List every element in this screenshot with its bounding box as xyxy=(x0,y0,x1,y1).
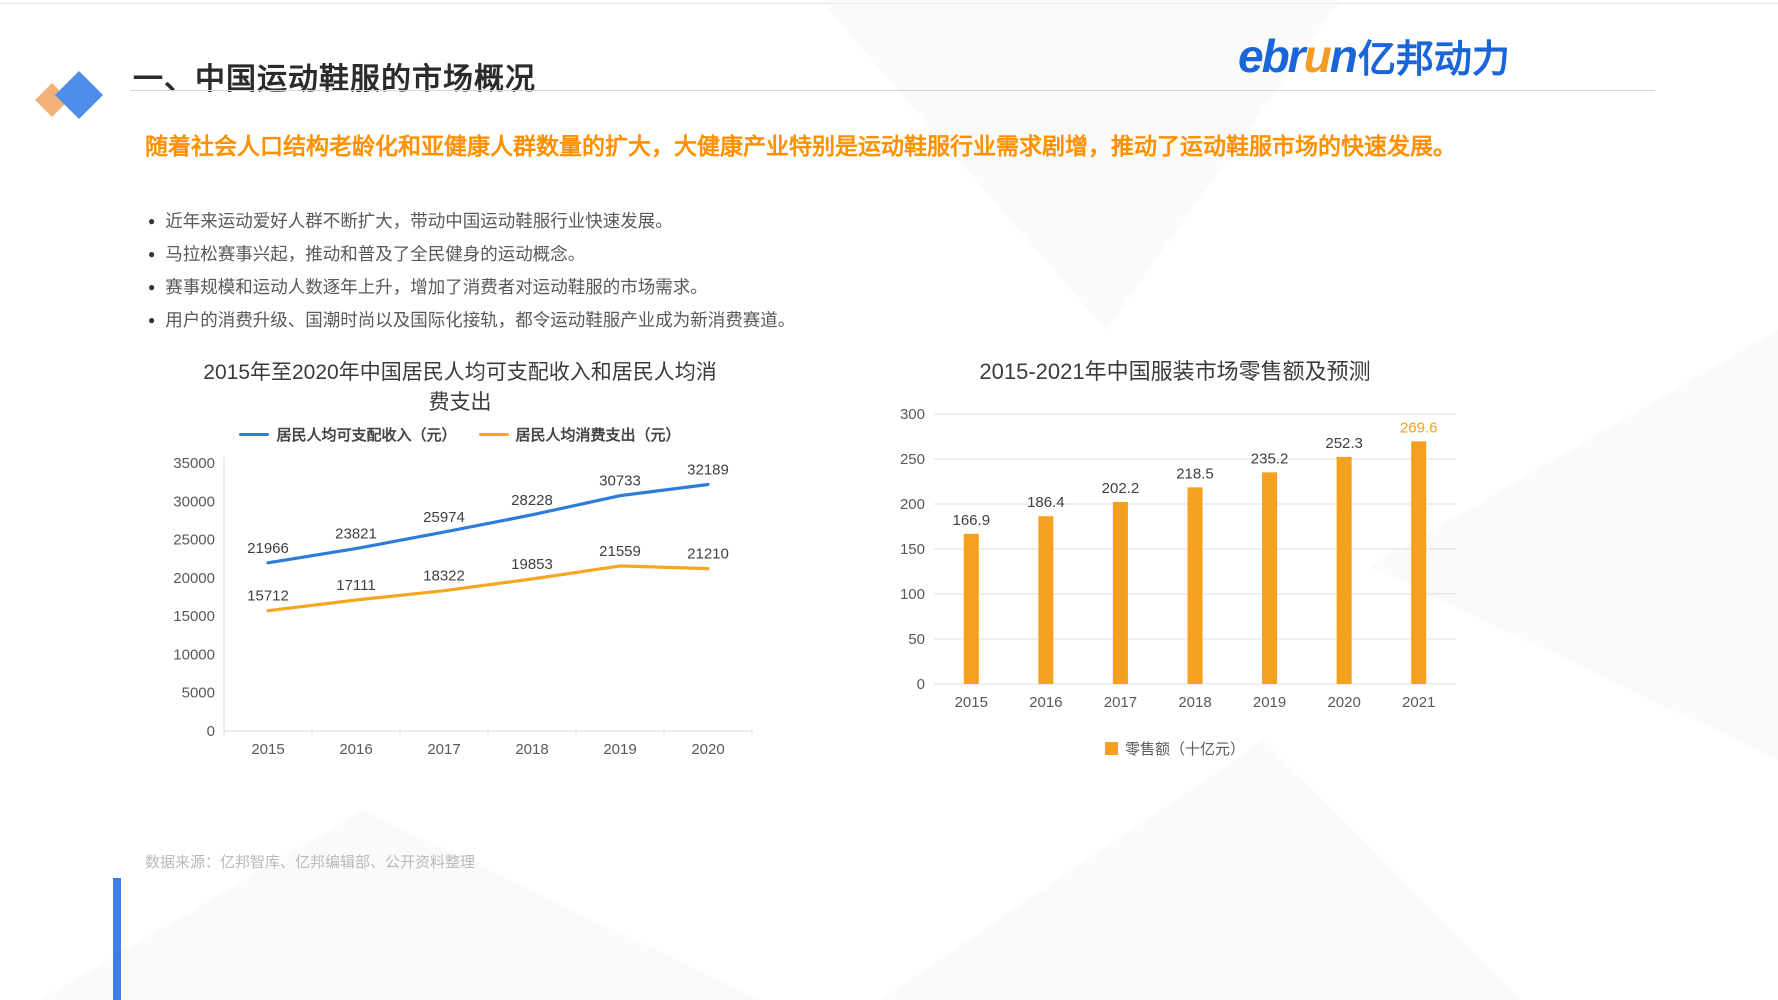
bar-chart-plot: 0 50 100 150 200 250 300 166.9 2015 186.4 2016 202.… xyxy=(900,406,1456,711)
svg-text:186.4: 186.4 xyxy=(1027,494,1065,511)
bullet-list: 近年来运动爱好人群不断扩大，带动中国运动鞋服行业快速发展。 马拉松赛事兴起，推动… xyxy=(148,206,795,338)
svg-text:50: 50 xyxy=(908,631,925,648)
logo-segment: ebr xyxy=(1238,30,1306,82)
svg-text:2016: 2016 xyxy=(1029,694,1062,711)
legend-item: 零售额（十亿元） xyxy=(1104,738,1245,759)
svg-text:269.6: 269.6 xyxy=(1400,419,1438,436)
svg-text:2020: 2020 xyxy=(691,741,724,758)
svg-text:2015: 2015 xyxy=(251,741,284,758)
legend-item: 居民人均消费支出（元） xyxy=(478,424,681,445)
svg-text:2017: 2017 xyxy=(1104,694,1137,711)
svg-text:250: 250 xyxy=(900,451,925,468)
data-source-note: 数据来源：亿邦智库、亿邦编辑部、公开资料整理 xyxy=(145,854,476,871)
background-shape xyxy=(880,740,1520,1000)
svg-text:300: 300 xyxy=(900,406,925,423)
svg-text:32189: 32189 xyxy=(687,462,729,479)
svg-text:20000: 20000 xyxy=(173,570,215,587)
line-chart-title: 2015年至2020年中国居民人均可支配收入和居民人均消费支出 xyxy=(203,361,717,414)
svg-text:252.3: 252.3 xyxy=(1325,435,1363,452)
background-shape xyxy=(40,810,760,1000)
title-divider xyxy=(130,90,1655,91)
logo-segment-accent: u xyxy=(1303,30,1332,82)
svg-text:25974: 25974 xyxy=(423,509,465,526)
svg-text:5000: 5000 xyxy=(182,685,215,702)
bullet-item: 近年来运动爱好人群不断扩大，带动中国运动鞋服行业快速发展。 xyxy=(148,206,795,239)
svg-text:18322: 18322 xyxy=(423,568,465,585)
svg-text:15712: 15712 xyxy=(247,588,289,605)
svg-text:28228: 28228 xyxy=(511,492,553,509)
svg-text:10000: 10000 xyxy=(173,646,215,663)
legend-label: 居民人均可支配收入（元） xyxy=(276,427,457,444)
bar-chart-legend: 零售额（十亿元） xyxy=(880,738,1470,759)
svg-text:30733: 30733 xyxy=(599,473,641,490)
svg-text:0: 0 xyxy=(207,723,215,740)
svg-text:15000: 15000 xyxy=(173,608,215,625)
highlight-statement: 随着社会人口结构老龄化和亚健康人群数量的扩大，大健康产业特别是运动鞋服行业需求剧… xyxy=(145,133,1456,159)
svg-text:200: 200 xyxy=(900,496,925,513)
logo-segment: n xyxy=(1329,30,1358,82)
blue-diamond-icon xyxy=(54,70,104,120)
svg-text:0: 0 xyxy=(917,676,925,693)
page-title: 一、中国运动鞋服的市场概况 xyxy=(133,63,536,97)
svg-text:218.5: 218.5 xyxy=(1176,465,1214,482)
svg-text:21559: 21559 xyxy=(599,543,641,560)
svg-text:100: 100 xyxy=(900,586,925,603)
svg-text:21966: 21966 xyxy=(247,540,289,557)
svg-text:2018: 2018 xyxy=(515,741,548,758)
line-chart-plot: 0 5000 10000 15000 20000 25000 30000 35000 2015 2… xyxy=(173,455,753,758)
logo-text-latin: ebrun xyxy=(1238,29,1358,83)
bullet-item: 赛事规模和运动人数逐年上升，增加了消费者对运动鞋服的市场需求。 xyxy=(148,272,795,305)
svg-text:150: 150 xyxy=(900,541,925,558)
svg-text:25000: 25000 xyxy=(173,532,215,549)
legend-swatch xyxy=(1104,742,1118,755)
legend-label: 零售额（十亿元） xyxy=(1124,741,1245,758)
svg-text:166.9: 166.9 xyxy=(953,512,991,529)
legend-swatch xyxy=(478,432,509,437)
logo-text-chinese: 亿邦动力 xyxy=(1357,39,1510,81)
bar-chart-title: 2015-2021年中国服装市场零售额及预测 xyxy=(979,359,1371,384)
svg-text:35000: 35000 xyxy=(173,455,215,472)
svg-text:2019: 2019 xyxy=(603,741,636,758)
bullet-item: 马拉松赛事兴起，推动和普及了全民健身的运动概念。 xyxy=(148,239,795,272)
svg-text:2019: 2019 xyxy=(1253,694,1286,711)
income-expenditure-line-chart: 2015年至2020年中国居民人均可支配收入和居民人均消费支出 居民人均可支配收… xyxy=(150,352,770,779)
line-chart-legend: 居民人均可支配收入（元） 居民人均消费支出（元） xyxy=(150,424,770,445)
svg-text:2021: 2021 xyxy=(1402,694,1435,711)
svg-text:21210: 21210 xyxy=(687,546,729,563)
svg-text:2020: 2020 xyxy=(1327,694,1360,711)
svg-text:19853: 19853 xyxy=(511,556,553,573)
svg-text:2016: 2016 xyxy=(339,741,372,758)
svg-text:2015: 2015 xyxy=(955,694,988,711)
legend-swatch xyxy=(239,432,270,437)
svg-text:17111: 17111 xyxy=(336,577,376,594)
ebrun-logo: ebrun 亿邦动力 xyxy=(1238,28,1510,83)
svg-text:30000: 30000 xyxy=(173,493,215,510)
svg-text:202.2: 202.2 xyxy=(1102,480,1140,497)
bullet-item: 用户的消费升级、国潮时尚以及国际化接轨，都令运动鞋服产业成为新消费赛道。 xyxy=(148,305,795,338)
svg-text:235.2: 235.2 xyxy=(1251,450,1289,467)
retail-bar-chart: 2015-2021年中国服装市场零售额及预测 0 50 100 150 200 250 30… xyxy=(880,350,1470,763)
left-edge-accent-bar xyxy=(113,878,121,1000)
svg-text:2017: 2017 xyxy=(427,741,460,758)
legend-label: 居民人均消费支出（元） xyxy=(515,427,681,444)
svg-text:2018: 2018 xyxy=(1178,694,1211,711)
legend-item: 居民人均可支配收入（元） xyxy=(239,424,457,445)
svg-text:23821: 23821 xyxy=(335,526,377,543)
top-border-line xyxy=(0,3,1778,4)
